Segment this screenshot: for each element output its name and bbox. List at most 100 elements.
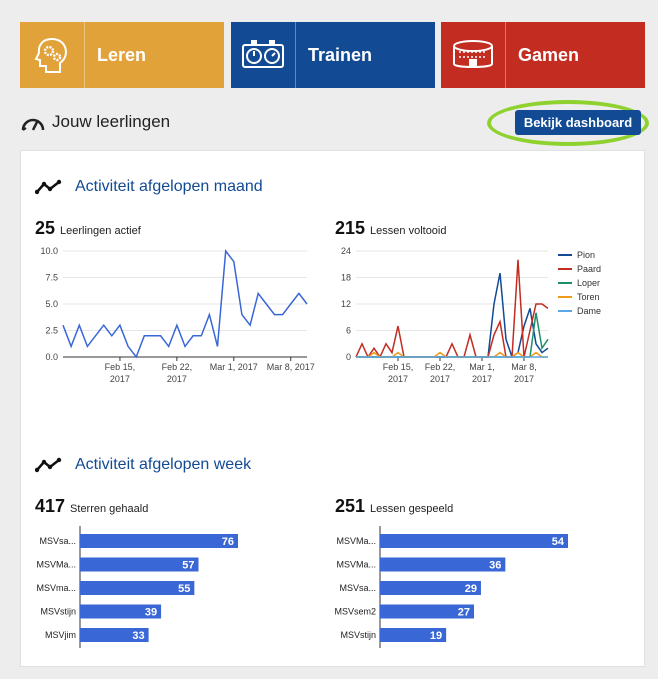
tile-divider bbox=[295, 22, 296, 88]
month-section-title-text: Activiteit afgelopen maand bbox=[75, 178, 263, 195]
x-tick-label: Mar 1, 2017 bbox=[210, 362, 258, 372]
activity-card: Activiteit afgelopen maand 25 Leerlingen… bbox=[20, 150, 645, 667]
bar bbox=[380, 557, 506, 572]
bar bbox=[80, 581, 195, 595]
bar-category-label: MSVMa... bbox=[36, 560, 76, 570]
bar-value-label: 36 bbox=[489, 560, 501, 572]
bar-category-label: MSVstijn bbox=[40, 607, 76, 617]
bar-category-label: MSVMa... bbox=[336, 536, 376, 546]
y-tick-label: 12 bbox=[341, 299, 351, 309]
bar-value-label: 19 bbox=[430, 630, 442, 642]
bar-value-label: 55 bbox=[178, 583, 190, 595]
tile-gamen[interactable]: Gamen bbox=[441, 22, 645, 88]
bar-value-label: 57 bbox=[182, 560, 194, 572]
y-tick-label: 5.0 bbox=[45, 299, 58, 309]
bar bbox=[380, 581, 481, 595]
legend-entry: Loper bbox=[577, 278, 600, 288]
bar-value-label: 27 bbox=[458, 607, 470, 619]
tile-gamen-label: Gamen bbox=[518, 44, 580, 65]
bar-category-label: MSVsa... bbox=[39, 536, 76, 546]
lessons-completed-value: 215 bbox=[335, 218, 366, 238]
y-tick-label: 2.5 bbox=[45, 326, 58, 336]
y-tick-label: 10.0 bbox=[40, 246, 58, 256]
tile-trainen[interactable]: Trainen bbox=[231, 22, 435, 88]
bar-value-label: 39 bbox=[145, 607, 157, 619]
x-tick-label: 2017 bbox=[110, 374, 130, 384]
bar-category-label: MSVMa... bbox=[336, 560, 376, 570]
tile-divider bbox=[505, 22, 506, 88]
x-tick-label: Mar 1, bbox=[469, 362, 495, 372]
learners-title: Jouw leerlingen bbox=[52, 112, 171, 131]
x-tick-label: Feb 15, bbox=[383, 362, 414, 372]
stars-stat: 417 Sterren gehaald bbox=[35, 496, 148, 517]
y-tick-label: 24 bbox=[341, 246, 351, 256]
bar-value-label: 76 bbox=[222, 536, 234, 548]
stars-bar-chart: MSVsa... 76 MSVMa... 57 MSVma... 55 MSVstijn 39… bbox=[36, 526, 238, 648]
series-line bbox=[355, 259, 549, 359]
y-tick-label: 0 bbox=[346, 352, 351, 362]
tile-trainen-label: Trainen bbox=[308, 44, 373, 65]
bar-category-label: MSVjim bbox=[45, 630, 76, 640]
x-tick-label: 2017 bbox=[388, 374, 408, 384]
series-line bbox=[62, 249, 308, 359]
x-tick-label: 2017 bbox=[472, 374, 492, 384]
legend-entry: Paard bbox=[577, 264, 601, 274]
bar-category-label: MSVma... bbox=[36, 583, 76, 593]
lessons-played-stat: 251 Lessen gespeeld bbox=[335, 496, 453, 517]
bar-category-label: MSVstijn bbox=[340, 630, 376, 640]
x-tick-label: Mar 8, bbox=[511, 362, 537, 372]
month-section-title: Activiteit afgelopen maand bbox=[35, 178, 263, 196]
stars-label: Sterren gehaald bbox=[70, 503, 149, 515]
x-tick-label: Mar 8, 2017 bbox=[267, 362, 315, 372]
y-tick-label: 18 bbox=[341, 273, 351, 283]
bar-category-label: MSVsa... bbox=[339, 583, 376, 593]
active-students-chart: 0.0 2.5 5.0 7.5 10.0 Feb 15, 2017 Feb 22, 2017 Ma… bbox=[40, 246, 315, 384]
lessons-played-value: 251 bbox=[335, 496, 366, 516]
legend-entry: Toren bbox=[577, 292, 600, 302]
legend-entry: Dame bbox=[577, 306, 601, 316]
lessons-completed-label: Lessen voltooid bbox=[370, 225, 447, 237]
speedometer-icon bbox=[21, 118, 45, 131]
stadium-icon bbox=[441, 22, 505, 88]
training-board-icon bbox=[231, 22, 295, 88]
tile-leren[interactable]: Leren bbox=[20, 22, 224, 88]
active-students-value: 25 bbox=[35, 218, 56, 238]
lessons-played-label: Lessen gespeeld bbox=[370, 503, 454, 515]
x-tick-label: 2017 bbox=[430, 374, 450, 384]
activity-trend-icon bbox=[35, 457, 62, 473]
tile-divider bbox=[84, 22, 85, 88]
highlight-ring bbox=[487, 100, 649, 146]
bar bbox=[80, 557, 199, 572]
bar bbox=[80, 628, 149, 642]
brain-gears-icon bbox=[20, 22, 84, 88]
bar bbox=[380, 534, 568, 548]
x-tick-label: Feb 22, bbox=[425, 362, 456, 372]
y-tick-label: 0.0 bbox=[45, 352, 58, 362]
y-tick-label: 7.5 bbox=[45, 273, 58, 283]
bar bbox=[380, 628, 447, 642]
lessons-completed-stat: 215 Lessen voltooid bbox=[335, 218, 447, 239]
week-section-title: Activiteit afgelopen week bbox=[35, 456, 251, 474]
activity-trend-icon bbox=[35, 179, 62, 195]
active-students-stat: 25 Leerlingen actief bbox=[35, 218, 141, 239]
view-dashboard-button[interactable]: Bekijk dashboard bbox=[515, 110, 641, 135]
legend-entry: Pion bbox=[577, 250, 595, 260]
lessons-completed-chart: 0 6 12 18 24 Feb 15, 2017 Feb 22, 2017 Mar 1, 2017… bbox=[341, 246, 601, 384]
lessons-played-bar-chart: MSVMa... 54 MSVMa... 36 MSVsa... 29 MSVsem2 27 M… bbox=[334, 526, 568, 648]
bar bbox=[80, 604, 162, 619]
bar bbox=[80, 534, 238, 548]
week-section-title-text: Activiteit afgelopen week bbox=[75, 456, 252, 473]
bar-category-label: MSVsem2 bbox=[334, 607, 376, 617]
x-tick-label: 2017 bbox=[167, 374, 187, 384]
x-tick-label: Feb 15, bbox=[105, 362, 136, 372]
learners-header: Jouw leerlingen bbox=[20, 112, 170, 132]
x-tick-label: 2017 bbox=[514, 374, 534, 384]
active-students-label: Leerlingen actief bbox=[60, 225, 141, 237]
bar-value-label: 29 bbox=[465, 583, 477, 595]
bar bbox=[380, 604, 474, 619]
bar-value-label: 33 bbox=[132, 630, 144, 642]
stars-value: 417 bbox=[35, 496, 66, 516]
y-tick-label: 6 bbox=[346, 326, 351, 336]
bar-value-label: 54 bbox=[552, 536, 565, 548]
x-tick-label: Feb 22, bbox=[162, 362, 193, 372]
